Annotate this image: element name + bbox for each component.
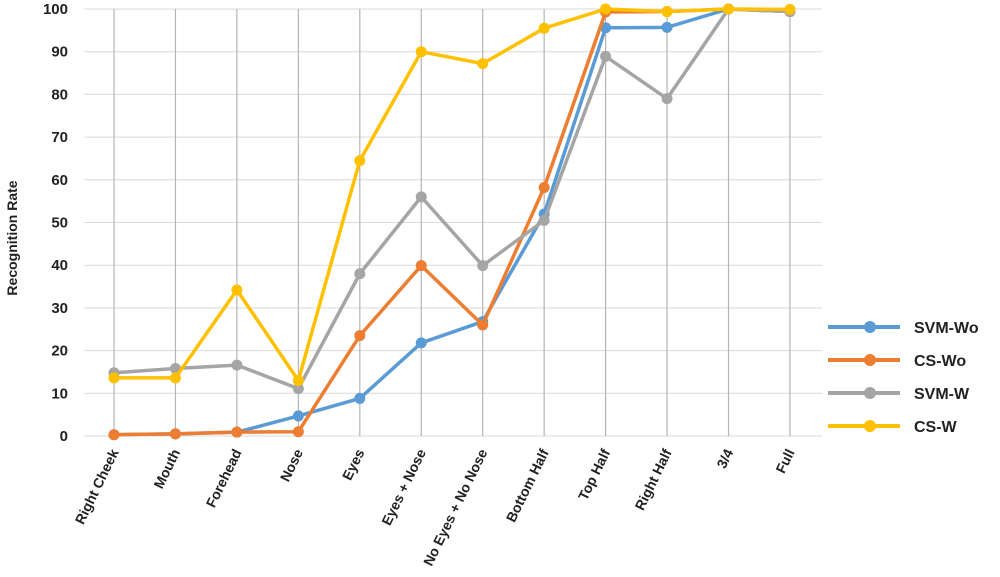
data-point	[538, 22, 550, 34]
legend-swatch-marker	[864, 387, 876, 399]
x-tick-label: Right Cheek	[72, 446, 122, 527]
data-point	[292, 426, 304, 438]
data-point	[231, 359, 243, 371]
data-point	[600, 50, 612, 62]
x-tick-label: Eyes	[339, 446, 368, 483]
y-tick-label: 20	[51, 343, 68, 360]
x-tick-label: No Eyes + No Nose	[420, 446, 491, 568]
data-point	[784, 3, 796, 15]
x-tick-label: 3/4	[713, 446, 736, 471]
legend-swatch-marker	[864, 321, 876, 333]
data-point	[477, 260, 489, 272]
x-tick-label: Bottom Half	[503, 446, 552, 525]
data-point	[415, 191, 427, 203]
series-svm-wo	[108, 3, 796, 441]
y-tick-label: 30	[51, 300, 68, 317]
y-tick-label: 40	[51, 257, 68, 274]
series-line	[112, 7, 792, 383]
x-tick-label: Full	[772, 446, 797, 475]
series	[108, 3, 796, 441]
y-tick-label: 60	[51, 172, 68, 189]
data-point	[292, 374, 304, 386]
data-point	[169, 372, 181, 384]
legend-label: CS-W	[914, 419, 958, 436]
x-tick-label: Nose	[277, 446, 306, 484]
legend-item: SVM-Wo	[828, 320, 979, 337]
y-tick-label: 100	[43, 1, 68, 18]
legend-item: SVM-W	[828, 386, 970, 403]
data-point	[415, 260, 427, 272]
data-point	[415, 337, 427, 349]
data-point	[415, 46, 427, 58]
y-tick-label: 90	[51, 44, 68, 61]
x-tick-label: Mouth	[150, 446, 183, 491]
legend-item: CS-Wo	[828, 353, 966, 370]
x-tick-label: Eyes + Nose	[378, 446, 429, 528]
data-point	[108, 429, 120, 441]
y-tick-label: 70	[51, 129, 68, 146]
data-point	[354, 392, 366, 404]
series-cs-w	[108, 3, 796, 386]
legend-label: CS-Wo	[914, 353, 966, 370]
legend-swatch-marker	[864, 420, 876, 432]
legend-item: CS-W	[828, 419, 958, 436]
data-point	[231, 426, 243, 438]
data-point	[108, 372, 120, 384]
data-point	[354, 268, 366, 280]
data-point	[600, 3, 612, 15]
x-tick-label: Top Half	[575, 446, 614, 503]
series-line	[112, 7, 792, 437]
grid	[84, 8, 822, 437]
series-cs-wo	[108, 3, 796, 441]
data-point	[723, 3, 734, 15]
series-line	[112, 7, 792, 391]
data-point	[538, 181, 550, 193]
data-point	[169, 428, 181, 440]
x-tick-label: Right Half	[631, 446, 675, 513]
data-point	[538, 214, 550, 226]
data-point	[477, 58, 489, 70]
y-tick-label: 10	[51, 385, 68, 402]
y-tick-label: 80	[51, 86, 68, 103]
data-point	[661, 93, 673, 105]
x-axis-ticks: Right Cheek Mouth Forehead Nose Eyes Eyes + N…	[72, 446, 798, 568]
data-point	[354, 330, 366, 342]
data-point	[231, 284, 243, 296]
data-point	[292, 410, 304, 422]
legend-swatch-marker	[864, 354, 876, 366]
series-svm-w	[108, 3, 796, 395]
legend: SVM-Wo CS-Wo SVM-W CS-W	[828, 320, 979, 436]
legend-label: SVM-Wo	[914, 320, 979, 337]
y-tick-label: 0	[60, 428, 68, 445]
data-point	[354, 155, 366, 167]
series-line	[112, 7, 792, 437]
data-point	[661, 6, 673, 18]
y-axis-label: Recognition Rate	[4, 180, 20, 295]
data-point	[661, 21, 673, 33]
y-tick-label: 50	[51, 215, 68, 232]
x-tick-label: Forehead	[203, 446, 245, 510]
y-axis-ticks: 0 10 20 30 40 50 60 70 80 90 100	[43, 1, 68, 445]
data-point	[477, 319, 489, 331]
data-point	[292, 383, 304, 395]
legend-label: SVM-W	[914, 386, 970, 403]
